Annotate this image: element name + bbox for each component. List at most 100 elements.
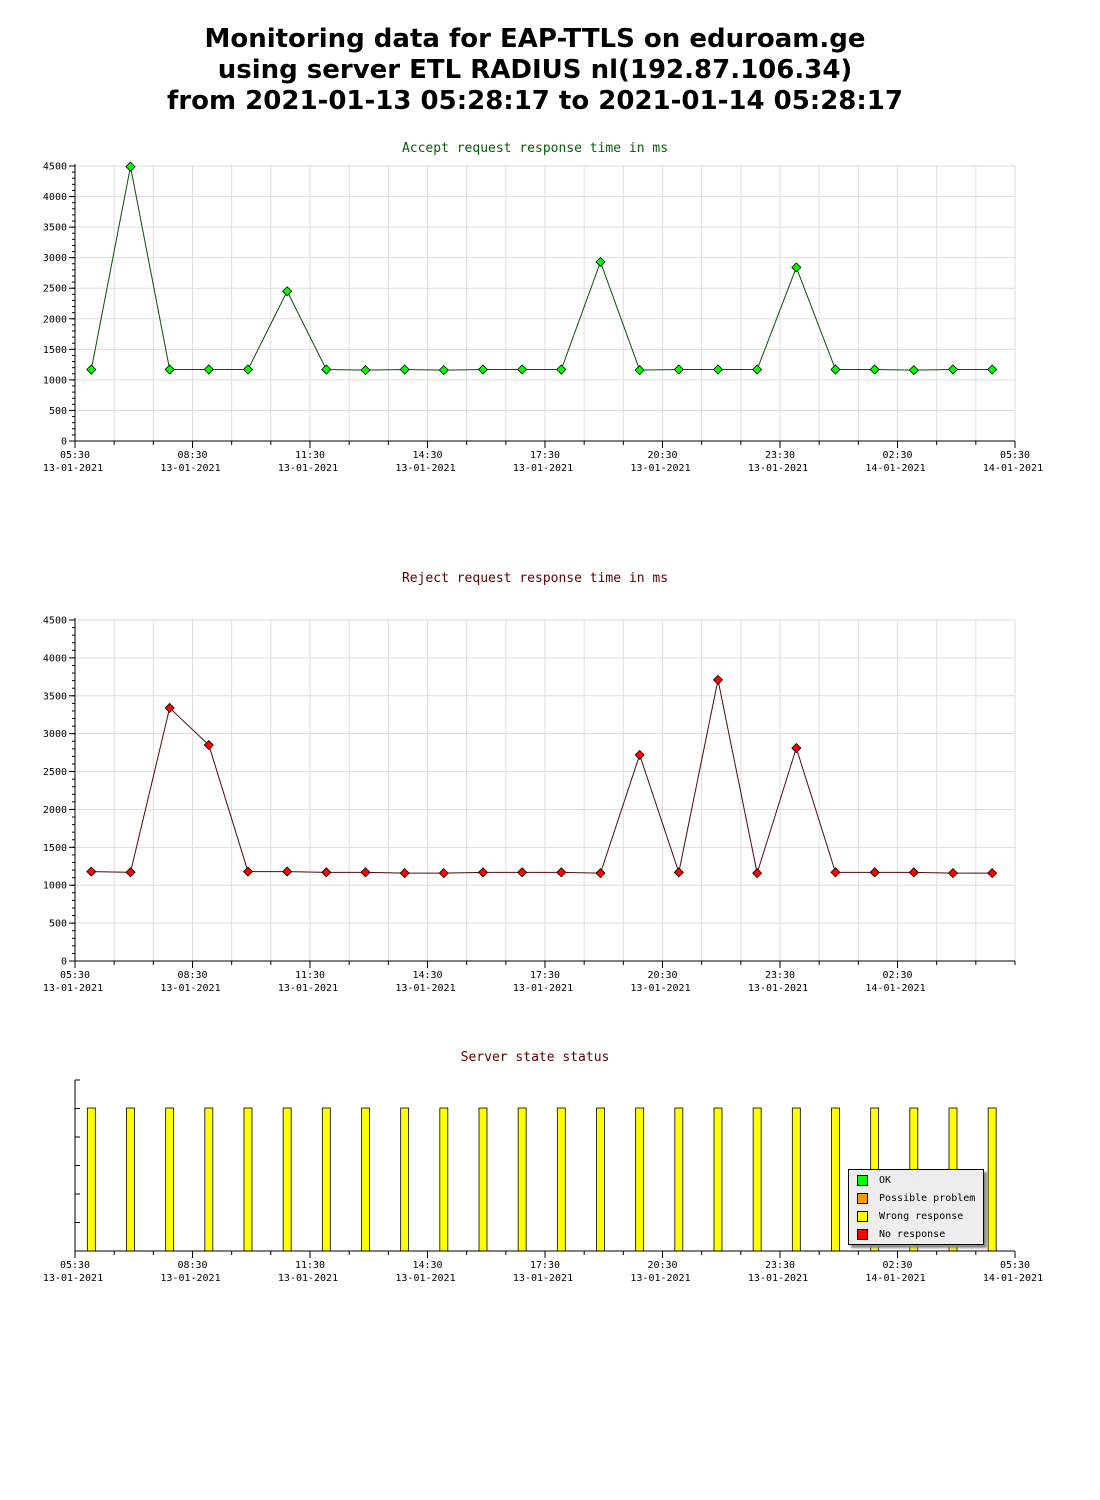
status-bar xyxy=(556,1107,566,1252)
reject-xtick-date: 13-01-2021 xyxy=(43,983,103,994)
accept-ytick-label: 500 xyxy=(49,406,67,417)
accept-xtick-date: 14-01-2021 xyxy=(865,463,925,474)
reject-series-line xyxy=(91,679,993,875)
reject-point xyxy=(438,868,449,879)
reject-xtick-time: 17:30 xyxy=(530,970,560,981)
accept-point xyxy=(752,364,763,375)
reject-ytick-label: 0 xyxy=(61,957,67,968)
reject-ytick-label: 2000 xyxy=(43,805,67,816)
status-bar xyxy=(126,1107,135,1252)
reject-xtick-time: 23:30 xyxy=(765,970,795,981)
accept-point xyxy=(438,365,449,376)
legend-item-ok: OK xyxy=(857,1174,891,1186)
reject-xtick-time: 20:30 xyxy=(647,970,677,981)
status-bar xyxy=(478,1107,488,1252)
reject-point xyxy=(908,867,919,878)
status-bar xyxy=(361,1107,370,1252)
accept-ytick-label: 0 xyxy=(61,437,67,448)
accept-point xyxy=(595,256,606,268)
status-xtick-date: 13-01-2021 xyxy=(748,1273,808,1284)
reject-xtick-time: 14:30 xyxy=(412,970,442,981)
reject-point xyxy=(477,867,489,878)
reject-ytick-label: 3500 xyxy=(43,691,67,702)
reject-response-chart: 0 500 1000 1500 2000 2500 3000 3500 4000 4500 05:3… xyxy=(43,616,1016,994)
reject-xtick-date: 13-01-2021 xyxy=(278,983,338,994)
accept-ytick-label: 3500 xyxy=(43,223,67,234)
legend-item-no-response: No response xyxy=(857,1228,945,1240)
accept-ytick-label: 2500 xyxy=(43,284,67,295)
legend-label-possible-problem: Possible problem xyxy=(879,1192,976,1204)
status-xtick-time: 14:30 xyxy=(412,1260,442,1271)
page-title-line-3: from 2021-01-13 05:28:17 to 2021-01-14 0… xyxy=(167,86,903,116)
legend-label-ok: OK xyxy=(879,1174,892,1186)
status-xtick-time: 08:30 xyxy=(177,1260,207,1271)
reject-point xyxy=(203,739,214,751)
reject-xtick-date: 13-01-2021 xyxy=(160,983,220,994)
status-bar xyxy=(400,1107,410,1252)
accept-xtick-date: 13-01-2021 xyxy=(43,463,103,474)
status-bar xyxy=(635,1107,645,1252)
status-bar xyxy=(596,1107,605,1252)
reject-xtick-date: 13-01-2021 xyxy=(630,983,690,994)
accept-xtick-time: 14:30 xyxy=(412,450,442,461)
reject-point xyxy=(360,867,371,878)
status-xtick-date: 13-01-2021 xyxy=(160,1273,220,1284)
accept-point xyxy=(203,364,214,375)
accept-point xyxy=(673,364,684,375)
accept-ytick-label: 1000 xyxy=(43,375,67,386)
status-bar xyxy=(165,1107,175,1252)
accept-xtick-time: 17:30 xyxy=(530,450,560,461)
reject-xtick-date: 13-01-2021 xyxy=(748,983,808,994)
reject-point xyxy=(634,749,645,760)
status-bar xyxy=(752,1107,762,1252)
legend-label-wrong-response: Wrong response xyxy=(879,1210,964,1222)
accept-xtick-date: 13-01-2021 xyxy=(395,463,455,474)
status-xtick-date: 14-01-2021 xyxy=(983,1273,1043,1284)
accept-xtick-time: 11:30 xyxy=(295,450,325,461)
page-title: Monitoring data for EAP-TTLS on eduroam.… xyxy=(0,24,1070,117)
status-xtick-time: 11:30 xyxy=(295,1260,325,1271)
status-xtick-time: 02:30 xyxy=(882,1260,912,1271)
status-xtick-date: 13-01-2021 xyxy=(513,1273,573,1284)
legend-swatch-no-response xyxy=(857,1228,868,1240)
status-bar xyxy=(86,1107,96,1252)
accept-xtick-time: 05:30 xyxy=(60,450,90,461)
reject-point xyxy=(86,866,97,877)
legend-label-no-response: No response xyxy=(879,1228,946,1240)
accept-xtick-time: 02:30 xyxy=(882,450,912,461)
accept-xtick-time: 05:30 xyxy=(1000,450,1030,461)
accept-point xyxy=(947,364,959,375)
accept-point xyxy=(712,364,724,375)
status-xtick-time: 05:30 xyxy=(1000,1260,1030,1271)
accept-xtick-date: 13-01-2021 xyxy=(748,463,808,474)
accept-point xyxy=(477,364,489,375)
status-bar xyxy=(987,1107,997,1252)
reject-ytick-label: 500 xyxy=(49,919,67,930)
accept-point xyxy=(242,364,254,375)
status-xtick-date: 13-01-2021 xyxy=(630,1273,690,1284)
accept-xtick-date: 13-01-2021 xyxy=(513,463,573,474)
accept-point xyxy=(86,364,97,375)
accept-chart-title: Accept request response time in ms xyxy=(401,141,669,156)
accept-xtick-time: 23:30 xyxy=(765,450,795,461)
reject-point xyxy=(947,868,959,879)
status-bar xyxy=(204,1107,214,1252)
reject-point xyxy=(164,702,175,713)
status-xtick-time: 17:30 xyxy=(530,1260,560,1271)
reject-point xyxy=(673,867,684,878)
reject-point xyxy=(869,867,880,878)
reject-xtick-time: 11:30 xyxy=(295,970,325,981)
accept-xtick-time: 20:30 xyxy=(647,450,677,461)
status-bar xyxy=(321,1107,331,1252)
reject-point xyxy=(752,868,763,879)
accept-point xyxy=(517,364,528,375)
reject-ytick-label: 3000 xyxy=(43,729,67,740)
page-title-line-1: Monitoring data for EAP-TTLS on eduroam.… xyxy=(204,24,866,54)
page-title-line-2: using server ETL RADIUS nl(192.87.106.34… xyxy=(217,55,853,85)
status-bar xyxy=(243,1107,253,1252)
reject-ytick-label: 2500 xyxy=(43,767,67,778)
status-bar xyxy=(674,1107,684,1252)
reject-point xyxy=(712,674,724,685)
status-xtick-time: 05:30 xyxy=(60,1260,90,1271)
accept-xtick-date: 13-01-2021 xyxy=(160,463,220,474)
